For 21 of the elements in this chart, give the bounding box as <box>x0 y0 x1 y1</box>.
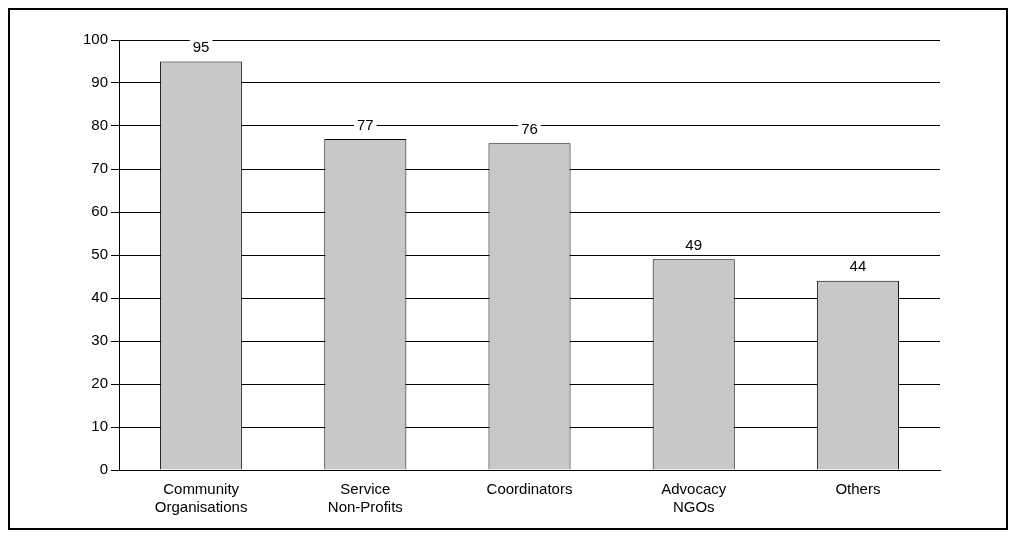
y-tick-label: 60 <box>91 202 109 220</box>
y-tick-label: 90 <box>91 73 109 91</box>
data-label: 44 <box>849 257 867 275</box>
data-label: 77 <box>356 115 374 133</box>
y-tick-label: 40 <box>91 288 109 306</box>
y-tick-label: 100 <box>83 30 109 48</box>
x-tick-label: Coordinators <box>486 480 573 498</box>
x-tick-label: Service Non-Profits <box>327 480 403 516</box>
y-tick-label: 70 <box>91 159 109 177</box>
x-tick-label: Community Organisations <box>154 480 248 516</box>
data-label: 76 <box>521 119 538 137</box>
y-tick-label: 10 <box>91 417 109 435</box>
y-tick-label: 80 <box>91 116 109 134</box>
data-label: 95 <box>192 38 210 56</box>
y-tick-label: 20 <box>91 374 109 392</box>
y-tick-label: 0 <box>99 460 109 478</box>
x-tick-label: Advocacy NGOs <box>661 480 727 516</box>
y-tick-label: 30 <box>91 331 109 349</box>
y-tick-label: 50 <box>91 245 109 263</box>
data-label: 49 <box>685 235 703 253</box>
x-tick-label: Others <box>835 480 881 498</box>
